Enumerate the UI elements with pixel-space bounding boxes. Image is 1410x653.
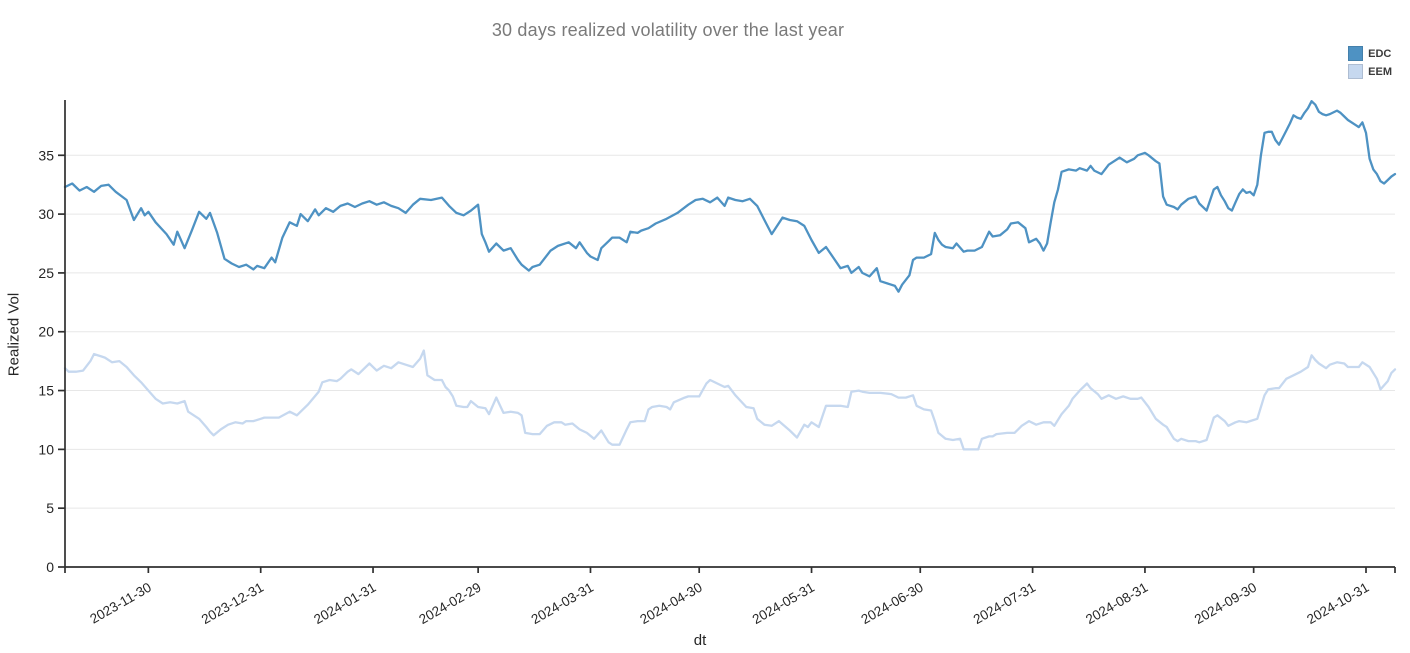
x-tick-label: 2024-07-31 [971, 580, 1038, 628]
legend-label-edc: EDC [1368, 47, 1392, 60]
svg-text:5: 5 [46, 500, 54, 516]
x-tick-label: 2024-02-29 [416, 580, 483, 628]
edc-series-swatch-icon [1348, 46, 1364, 61]
y-axis-label: Realized Vol [5, 292, 23, 377]
svg-text:0: 0 [46, 559, 54, 575]
x-tick-label: 2024-04-30 [637, 580, 704, 628]
svg-text:30: 30 [38, 206, 54, 222]
series-line-eem [63, 349, 1397, 451]
svg-text:10: 10 [38, 441, 54, 457]
svg-text:35: 35 [38, 147, 54, 163]
x-tick-label: 2024-08-31 [1083, 580, 1150, 628]
x-tick-label: 2024-09-30 [1192, 580, 1259, 628]
x-tick-label: 2024-10-31 [1304, 580, 1371, 628]
legend-item-edc[interactable]: EDC [1348, 46, 1392, 61]
x-tick-label: 2024-05-31 [750, 580, 817, 628]
x-tick-label: 2023-11-30 [87, 580, 153, 627]
x-tick-label: 2024-06-30 [858, 580, 925, 628]
svg-text:25: 25 [38, 265, 54, 281]
legend-item-eem[interactable]: EEM [1348, 64, 1392, 79]
x-axis-label: dt [693, 632, 707, 649]
chart-title: 30 days realized volatility over the las… [491, 20, 845, 40]
legend-label-eem: EEM [1368, 65, 1392, 78]
x-tick-label: 2023-12-31 [199, 580, 266, 628]
x-tick-label: 2024-03-31 [529, 580, 596, 628]
series-line-edc [63, 100, 1397, 293]
svg-text:15: 15 [38, 383, 54, 399]
eem-series-swatch-icon [1348, 64, 1364, 79]
svg-text:20: 20 [38, 324, 54, 340]
legend: EDC EEM [1348, 46, 1392, 79]
x-tick-label: 2024-01-31 [311, 580, 378, 628]
